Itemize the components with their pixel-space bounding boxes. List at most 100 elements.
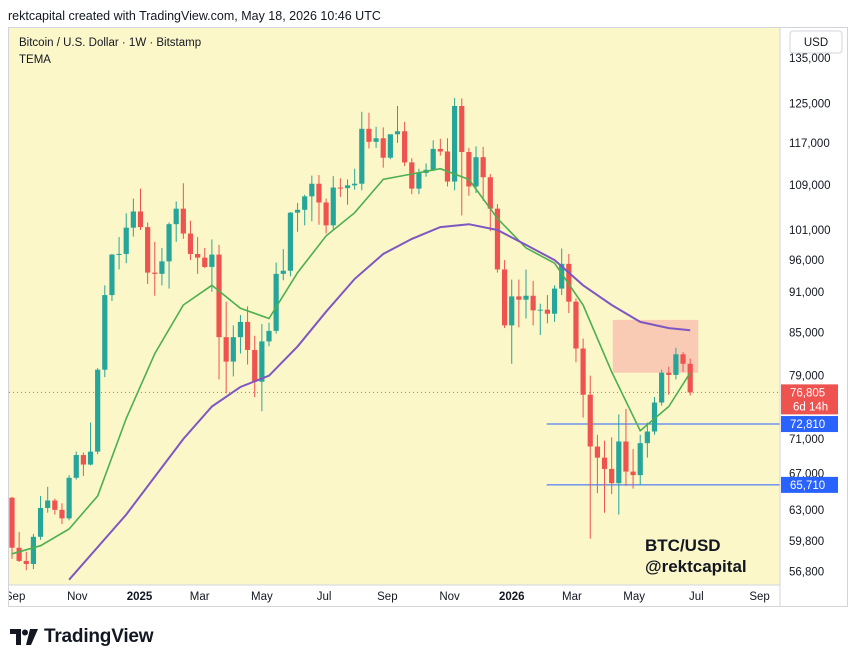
candle-body: [373, 138, 379, 142]
candle-body: [30, 536, 37, 565]
candle-body: [430, 148, 436, 170]
y-tick-label: 56,800: [789, 566, 824, 578]
candle: [402, 121, 408, 167]
candle-body: [330, 187, 336, 226]
candle-body: [573, 301, 579, 349]
candle-body: [516, 296, 522, 300]
watermark-symbol: BTC/USD: [645, 536, 721, 555]
candle: [387, 134, 393, 160]
candle: [366, 112, 372, 149]
candle-body: [187, 233, 194, 254]
candle: [145, 222, 151, 285]
candle-body: [87, 451, 94, 465]
candle: [359, 111, 365, 191]
candle: [116, 237, 122, 270]
x-tick-label: May: [251, 591, 273, 603]
candle: [87, 422, 94, 466]
candle-body: [145, 227, 151, 273]
currency-box[interactable]: [789, 30, 843, 54]
candle: [73, 451, 79, 480]
candle-body: [230, 337, 236, 362]
price-chart[interactable]: 135,000 125,000 117,000 109,000 101,000 96,00…: [9, 28, 848, 607]
candle-body: [173, 208, 179, 225]
candle-body: [537, 309, 543, 311]
candle-body: [73, 455, 79, 478]
y-tick-label: 101,000: [789, 225, 831, 237]
y-tick-label: 79,000: [789, 371, 824, 383]
candle-body: [337, 187, 343, 189]
candle: [473, 146, 479, 194]
x-tick-label: Sep: [9, 591, 25, 603]
candle-body: [587, 394, 593, 447]
x-tick-label: May: [623, 591, 645, 603]
candle: [594, 434, 600, 494]
candle: [9, 496, 15, 559]
candle: [266, 322, 272, 347]
candle: [16, 531, 22, 562]
candle-body: [9, 497, 15, 548]
candle-body: [494, 208, 501, 270]
candle-body: [45, 500, 51, 508]
candle: [394, 105, 401, 143]
candle-body: [259, 341, 265, 382]
candle: [530, 280, 536, 326]
candle-body: [66, 477, 72, 519]
candle: [102, 285, 108, 378]
candle: [309, 175, 315, 222]
candle: [337, 178, 343, 197]
candle: [544, 295, 551, 324]
candle: [380, 127, 386, 168]
candle: [302, 194, 308, 226]
candle: [230, 325, 236, 377]
candle-body: [559, 263, 565, 289]
candle-body: [480, 157, 486, 178]
candle: [580, 338, 586, 418]
candle: [587, 375, 593, 539]
level-price-tag: [781, 416, 838, 433]
candle: [501, 260, 508, 329]
chart-title: Bitcoin / U.S. Dollar · 1W · Bitstamp: [19, 37, 201, 49]
candle-body: [416, 172, 422, 189]
candle: [523, 269, 529, 319]
candle-body: [551, 288, 558, 314]
y-tick-label: 71,000: [789, 434, 824, 446]
tradingview-logo: TradingView: [10, 626, 154, 648]
candle: [195, 237, 201, 274]
level-price-label: 72,810: [790, 419, 825, 431]
candle: [430, 140, 436, 171]
candle: [280, 249, 286, 281]
candle-body: [651, 402, 658, 432]
candle: [30, 533, 37, 570]
candle: [373, 126, 379, 148]
last-price-tag: [781, 384, 838, 415]
candle: [273, 262, 279, 334]
candle-body: [37, 507, 44, 537]
candle-body: [244, 321, 251, 350]
y-tick-label: 96,000: [789, 255, 824, 267]
y-tick-label: 59,800: [789, 536, 824, 548]
candle-body: [501, 269, 508, 326]
candle: [437, 138, 443, 156]
candle-body: [466, 152, 472, 187]
x-tick-label: 2025: [127, 591, 153, 603]
level-price-tag: [781, 476, 838, 493]
candle-body: [273, 273, 279, 331]
candle: [659, 369, 665, 406]
candle: [237, 315, 244, 354]
candle-body: [487, 177, 493, 209]
candle: [45, 486, 51, 513]
candle: [452, 97, 458, 191]
chart-frame[interactable]: 135,000 125,000 117,000 109,000 101,000 96,00…: [8, 27, 848, 607]
candle: [259, 323, 265, 412]
candle-body: [252, 349, 258, 382]
candle-body: [387, 134, 393, 158]
candle-body: [352, 183, 358, 186]
candle-body: [294, 209, 301, 213]
candle-body: [609, 468, 615, 484]
candle: [166, 222, 172, 289]
candle-body: [323, 202, 329, 226]
candle: [252, 335, 258, 398]
candle: [509, 279, 515, 364]
candle: [294, 203, 301, 232]
candle-body: [123, 227, 129, 254]
